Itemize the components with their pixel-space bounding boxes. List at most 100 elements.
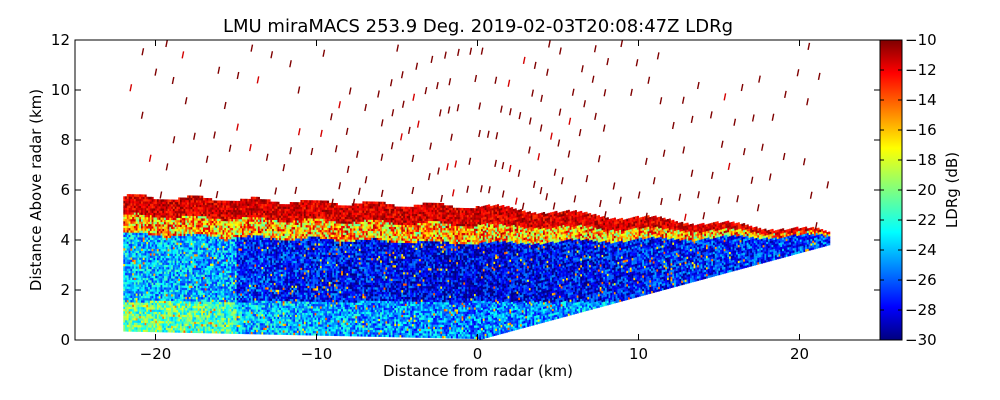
- echo-cell: [190, 265, 193, 268]
- echo-cell: [206, 213, 209, 217]
- echo-cell: [171, 222, 174, 225]
- echo-cell: [238, 324, 241, 328]
- echo-cell: [188, 289, 191, 293]
- echo-cell: [217, 202, 220, 206]
- echo-cell: [204, 310, 207, 314]
- echo-cell: [229, 313, 232, 316]
- echo-cell: [204, 209, 207, 212]
- echo-cell: [183, 253, 186, 257]
- echo-cell: [199, 265, 202, 268]
- echo-cell: [218, 281, 221, 285]
- echo-cell: [151, 293, 154, 297]
- echo-cell: [125, 214, 128, 217]
- echo-cell: [155, 259, 158, 263]
- echo-cell: [236, 326, 239, 330]
- echo-cell: [268, 239, 271, 243]
- echo-cell: [240, 234, 243, 238]
- echo-cell: [220, 301, 223, 305]
- echo-cell: [238, 216, 241, 220]
- echo-cell: [142, 286, 145, 290]
- echo-cell: [130, 322, 133, 325]
- echo-cell: [201, 249, 204, 253]
- echo-cell: [149, 244, 152, 247]
- echo-cell: [199, 319, 202, 322]
- echo-cell: [240, 286, 243, 290]
- echo-cell: [233, 236, 236, 240]
- echo-cell: [141, 313, 144, 317]
- echo-cell: [245, 295, 248, 299]
- echo-cell: [142, 264, 145, 267]
- echo-cell: [247, 201, 250, 204]
- echo-cell: [141, 255, 144, 258]
- echo-cell: [139, 273, 142, 276]
- echo-cell: [268, 237, 271, 241]
- echo-cell: [174, 246, 177, 250]
- echo-cell: [132, 268, 135, 271]
- echo-cell: [263, 302, 266, 306]
- echo-cell: [220, 214, 223, 217]
- echo-cell: [181, 287, 184, 291]
- echo-cell: [226, 202, 229, 206]
- echo-cell: [178, 312, 181, 315]
- echo-cell: [270, 293, 273, 297]
- echo-cell: [266, 293, 269, 297]
- echo-cell: [151, 250, 154, 254]
- echo-cell: [167, 271, 170, 274]
- echo-cell: [257, 273, 260, 276]
- echo-cell: [169, 208, 172, 212]
- echo-cell: [142, 315, 145, 319]
- echo-cell: [190, 213, 193, 216]
- echo-cell: [183, 316, 186, 320]
- chart-title: LMU miraMACS 253.9 Deg. 2019-02-03T20:08…: [223, 16, 733, 37]
- echo-cell: [135, 293, 138, 296]
- echo-cell: [256, 318, 259, 321]
- echo-cell: [164, 253, 167, 256]
- echo-cell: [165, 215, 168, 218]
- echo-cell: [236, 306, 239, 310]
- echo-cell: [240, 210, 243, 213]
- echo-cell: [243, 295, 246, 299]
- echo-cell: [265, 248, 268, 252]
- echo-cell: [137, 320, 140, 323]
- echo-cell: [259, 262, 262, 265]
- echo-cell: [217, 252, 220, 255]
- echo-cell: [257, 313, 260, 317]
- echo-cell: [195, 229, 198, 232]
- echo-cell: [265, 262, 268, 265]
- echo-cell: [243, 293, 246, 296]
- echo-cell: [195, 236, 198, 239]
- echo-cell: [245, 201, 248, 204]
- echo-cell: [211, 267, 214, 271]
- echo-cell: [218, 229, 221, 233]
- echo-cell: [146, 320, 149, 324]
- echo-cell: [265, 199, 268, 202]
- echo-cell: [155, 289, 158, 292]
- echo-cell: [183, 202, 186, 205]
- echo-cell: [172, 294, 175, 297]
- echo-cell: [231, 306, 234, 310]
- echo-cell: [125, 254, 128, 258]
- echo-cell: [192, 321, 195, 325]
- echo-cell: [176, 307, 179, 311]
- echo-cell: [268, 257, 271, 261]
- echo-cell: [268, 282, 271, 286]
- echo-cell: [256, 313, 259, 317]
- echo-cell: [123, 315, 126, 319]
- echo-cell: [257, 325, 260, 328]
- echo-cell: [240, 252, 243, 256]
- echo-cell: [135, 295, 138, 299]
- echo-cell: [146, 266, 149, 270]
- echo-cell: [266, 235, 269, 238]
- echo-cell: [224, 225, 227, 228]
- echo-cell: [171, 201, 174, 205]
- echo-cell: [146, 327, 149, 330]
- echo-cell: [210, 310, 213, 314]
- echo-cell: [153, 309, 156, 312]
- echo-cell: [197, 220, 200, 223]
- echo-cell: [144, 208, 147, 211]
- echo-cell: [188, 233, 191, 237]
- echo-cell: [142, 309, 145, 312]
- echo-cell: [242, 282, 245, 285]
- echo-cell: [135, 302, 138, 305]
- echo-cell: [261, 203, 264, 207]
